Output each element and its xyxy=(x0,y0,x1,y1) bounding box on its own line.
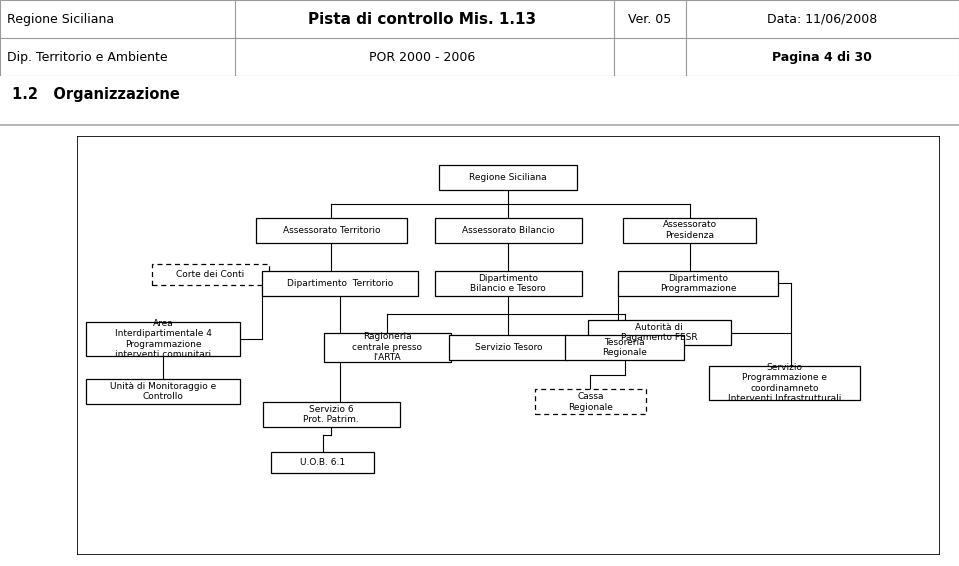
FancyBboxPatch shape xyxy=(86,322,240,356)
Text: Servizio 6
Prot. Patrim.: Servizio 6 Prot. Patrim. xyxy=(303,405,360,424)
Text: Unità di Monitoraggio e
Controllo: Unità di Monitoraggio e Controllo xyxy=(110,381,216,401)
FancyBboxPatch shape xyxy=(588,320,731,345)
FancyBboxPatch shape xyxy=(152,264,269,285)
FancyBboxPatch shape xyxy=(77,136,940,555)
Text: Dipartimento
Programmazione: Dipartimento Programmazione xyxy=(660,273,737,293)
Text: POR 2000 - 2006: POR 2000 - 2006 xyxy=(369,51,475,64)
FancyBboxPatch shape xyxy=(622,217,757,243)
Text: Pista di controllo Mis. 1.13: Pista di controllo Mis. 1.13 xyxy=(308,11,536,27)
Text: Dipartimento
Bilancio e Tesoro: Dipartimento Bilancio e Tesoro xyxy=(471,273,546,293)
Text: Servizio Tesoro: Servizio Tesoro xyxy=(475,343,542,352)
Text: Autorità di
Pagamento FESR: Autorità di Pagamento FESR xyxy=(621,323,697,342)
FancyBboxPatch shape xyxy=(709,366,860,400)
FancyBboxPatch shape xyxy=(565,335,685,360)
Text: Regione Siciliana: Regione Siciliana xyxy=(7,12,114,25)
Text: Assessorato Bilancio: Assessorato Bilancio xyxy=(462,226,554,234)
Text: Area
Interdipartimentale 4
Programmazione
interventi comunitari: Area Interdipartimentale 4 Programmazion… xyxy=(114,319,212,359)
Text: Regione Siciliana: Regione Siciliana xyxy=(470,173,547,182)
Text: U.O.B. 6.1: U.O.B. 6.1 xyxy=(300,458,345,467)
Text: Ver. 05: Ver. 05 xyxy=(627,12,671,25)
Text: 1.2   Organizzazione: 1.2 Organizzazione xyxy=(12,87,179,102)
FancyBboxPatch shape xyxy=(256,217,407,243)
Text: Dip. Territorio e Ambiente: Dip. Territorio e Ambiente xyxy=(7,51,167,64)
Text: Corte dei Conti: Corte dei Conti xyxy=(176,269,245,278)
FancyBboxPatch shape xyxy=(434,271,581,296)
Text: Ragioneria
centrale presso
l'ARTA: Ragioneria centrale presso l'ARTA xyxy=(353,332,422,362)
Text: Assessorato Territorio: Assessorato Territorio xyxy=(283,226,380,234)
Text: Data: 11/06/2008: Data: 11/06/2008 xyxy=(767,12,877,25)
Text: Assessorato
Presidenza: Assessorato Presidenza xyxy=(663,220,716,240)
Text: Tesoreria
Regionale: Tesoreria Regionale xyxy=(602,338,647,357)
FancyBboxPatch shape xyxy=(270,452,374,473)
FancyBboxPatch shape xyxy=(86,379,240,404)
FancyBboxPatch shape xyxy=(263,271,418,296)
Text: Cassa
Regionale: Cassa Regionale xyxy=(568,392,613,411)
FancyBboxPatch shape xyxy=(535,389,645,414)
Text: Dipartimento  Territorio: Dipartimento Territorio xyxy=(287,279,393,288)
FancyBboxPatch shape xyxy=(434,217,581,243)
FancyBboxPatch shape xyxy=(439,165,577,190)
FancyBboxPatch shape xyxy=(449,335,568,360)
FancyBboxPatch shape xyxy=(619,271,778,296)
FancyBboxPatch shape xyxy=(323,333,452,362)
Text: Servizio
Programmazione e
coordinamneto
Interventi Infrastrutturali: Servizio Programmazione e coordinamneto … xyxy=(728,363,841,403)
FancyBboxPatch shape xyxy=(263,402,400,427)
Text: Pagina 4 di 30: Pagina 4 di 30 xyxy=(772,51,872,64)
